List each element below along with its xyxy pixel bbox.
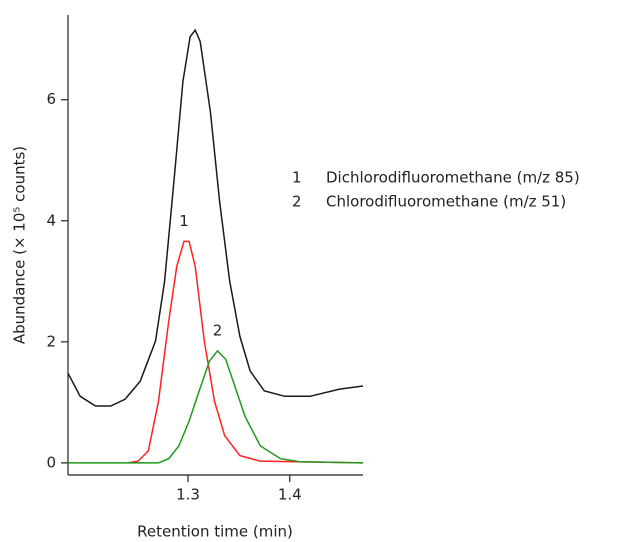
- y-tick-label: 6: [46, 90, 56, 108]
- y-tick-label: 0: [46, 453, 56, 471]
- y-axis-label: Abundance (× 10⁵ counts): [11, 146, 29, 344]
- y-tick-label: 2: [46, 332, 56, 350]
- peak-label: 1: [179, 212, 189, 230]
- y-tick-label: 4: [46, 211, 56, 229]
- legend-number: 1: [292, 169, 302, 187]
- x-tick-label: 1.3: [176, 486, 200, 504]
- series-line: [67, 28, 364, 407]
- legend-label: Chlorodifluoromethane (m/z 51): [326, 193, 566, 211]
- legend-label: Dichlorodifluoromethane (m/z 85): [326, 169, 580, 187]
- series-line: [68, 349, 364, 464]
- x-tick-label: 1.4: [278, 486, 302, 504]
- legend-number: 2: [292, 193, 302, 211]
- peak-label: 2: [213, 321, 223, 339]
- series-line: [127, 240, 364, 464]
- x-axis-label: Retention time (min): [137, 523, 293, 541]
